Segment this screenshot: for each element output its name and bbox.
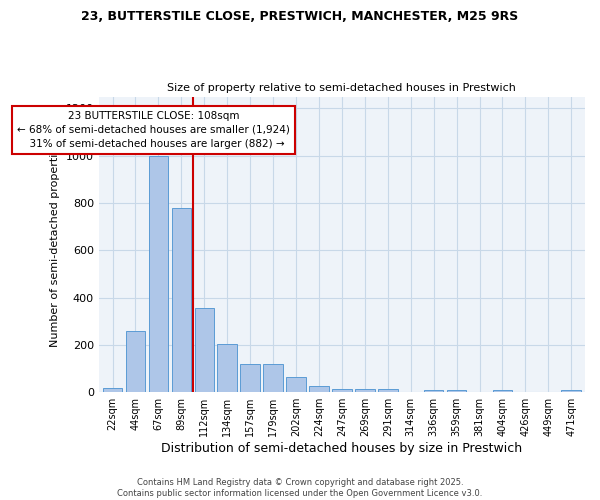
Bar (447, 390, 466, 392)
Bar (332, 388, 352, 392)
Bar (424, 390, 443, 392)
Bar (562, 390, 581, 392)
Title: Size of property relative to semi-detached houses in Prestwich: Size of property relative to semi-detach… (167, 83, 517, 93)
Bar (355, 388, 374, 392)
Bar (217, 344, 237, 392)
Bar (149, 156, 168, 392)
Bar (378, 388, 398, 392)
Bar (263, 364, 283, 392)
Y-axis label: Number of semi-detached properties: Number of semi-detached properties (50, 142, 60, 348)
Text: 23 BUTTERSTILE CLOSE: 108sqm
← 68% of semi-detached houses are smaller (1,924)
 : 23 BUTTERSTILE CLOSE: 108sqm ← 68% of se… (17, 110, 290, 148)
Text: 23, BUTTERSTILE CLOSE, PRESTWICH, MANCHESTER, M25 9RS: 23, BUTTERSTILE CLOSE, PRESTWICH, MANCHE… (82, 10, 518, 23)
Bar (194, 308, 214, 392)
Bar (172, 208, 191, 392)
Bar (493, 390, 512, 392)
Bar (309, 386, 329, 392)
X-axis label: Distribution of semi-detached houses by size in Prestwich: Distribution of semi-detached houses by … (161, 442, 523, 455)
Bar (103, 388, 122, 392)
Bar (126, 331, 145, 392)
Bar (241, 364, 260, 392)
Bar (286, 377, 306, 392)
Text: Contains HM Land Registry data © Crown copyright and database right 2025.
Contai: Contains HM Land Registry data © Crown c… (118, 478, 482, 498)
